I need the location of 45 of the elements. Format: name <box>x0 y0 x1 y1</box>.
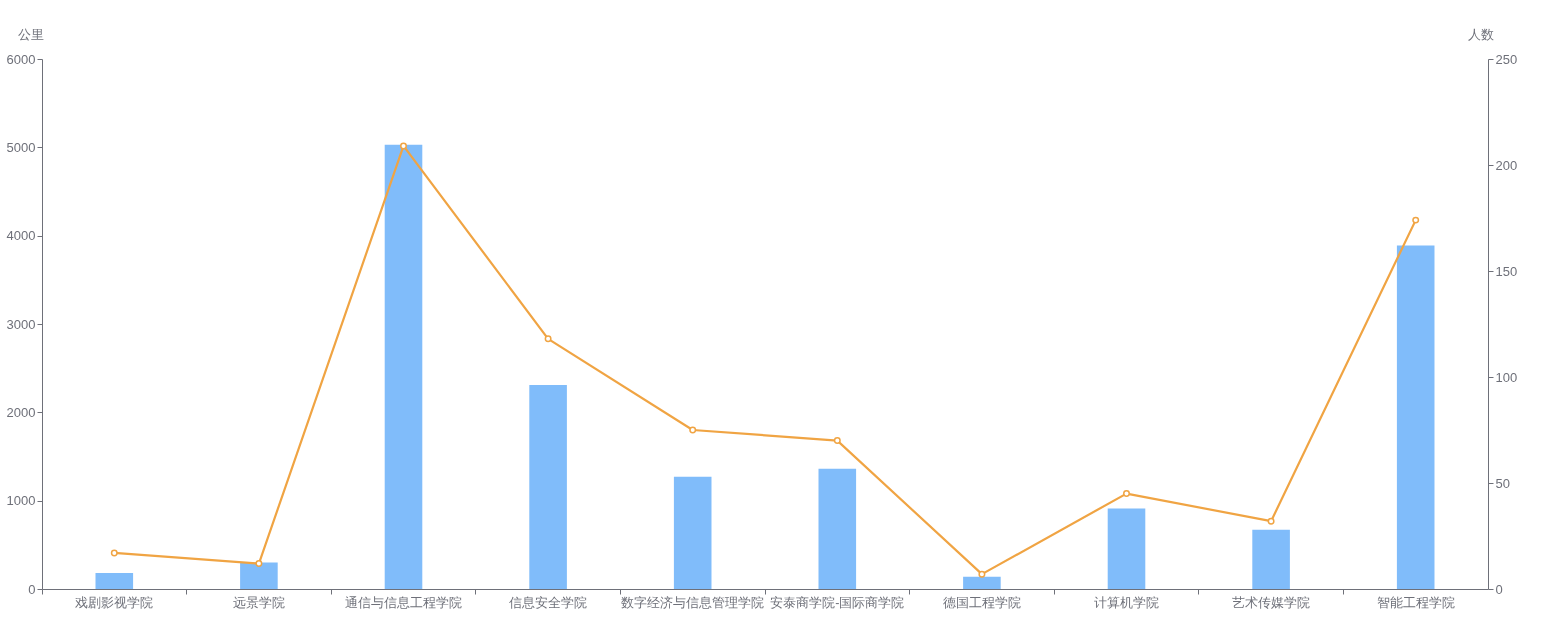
y2-tick-label: 100 <box>1495 369 1518 385</box>
x-tick-label: 德国工程学院 <box>942 595 1021 610</box>
point <box>833 437 841 445</box>
y-tick-label: 2000 <box>6 404 36 420</box>
point <box>544 335 552 343</box>
bar <box>673 476 712 589</box>
point <box>1123 490 1130 498</box>
bar <box>963 576 1001 589</box>
y2-tick-label: 250 <box>1495 51 1518 67</box>
x-tick-label: 数字经济与信息管理学院 <box>621 594 765 610</box>
x-tick-label: 艺术传媒学院 <box>1232 595 1311 610</box>
y-axis-title: 公里 <box>17 26 44 42</box>
y-tick-label: 1000 <box>6 493 36 509</box>
bar <box>240 562 278 589</box>
bar <box>95 573 134 589</box>
bar <box>529 384 567 589</box>
point <box>110 549 118 557</box>
x-tick-label: 远景学院 <box>232 595 285 610</box>
point <box>255 560 263 568</box>
y-tick-label: 0 <box>28 581 36 597</box>
point <box>400 142 407 150</box>
y2-tick-label: 50 <box>1495 475 1510 491</box>
point <box>1412 216 1420 224</box>
x-tick-label: 信息安全学院 <box>509 594 588 610</box>
y-tick-label: 3000 <box>6 316 36 332</box>
bar <box>384 144 423 589</box>
point <box>978 570 986 578</box>
bar <box>818 468 857 589</box>
y2-tick-label: 200 <box>1495 157 1518 173</box>
y-tick-label: 4000 <box>6 228 36 244</box>
y-tick-label: 6000 <box>6 51 36 67</box>
bar <box>1252 529 1290 589</box>
point <box>1267 517 1275 525</box>
x-tick-label: 戏剧影视学院 <box>75 595 154 610</box>
x-tick-label: 通信与信息工程学院 <box>345 595 462 610</box>
x-tick-label: 安泰商学院-国际商学院 <box>770 594 905 610</box>
x-tick-label: 计算机学院 <box>1094 595 1159 610</box>
y2-axis-title: 人数 <box>1467 26 1494 42</box>
bar <box>1396 245 1435 589</box>
y2-tick-label: 0 <box>1495 581 1503 597</box>
point <box>689 426 697 434</box>
y-tick-label: 5000 <box>6 139 36 155</box>
y2-tick-label: 150 <box>1495 263 1518 279</box>
bar <box>1107 508 1146 589</box>
x-tick-label: 智能工程学院 <box>1376 595 1455 610</box>
